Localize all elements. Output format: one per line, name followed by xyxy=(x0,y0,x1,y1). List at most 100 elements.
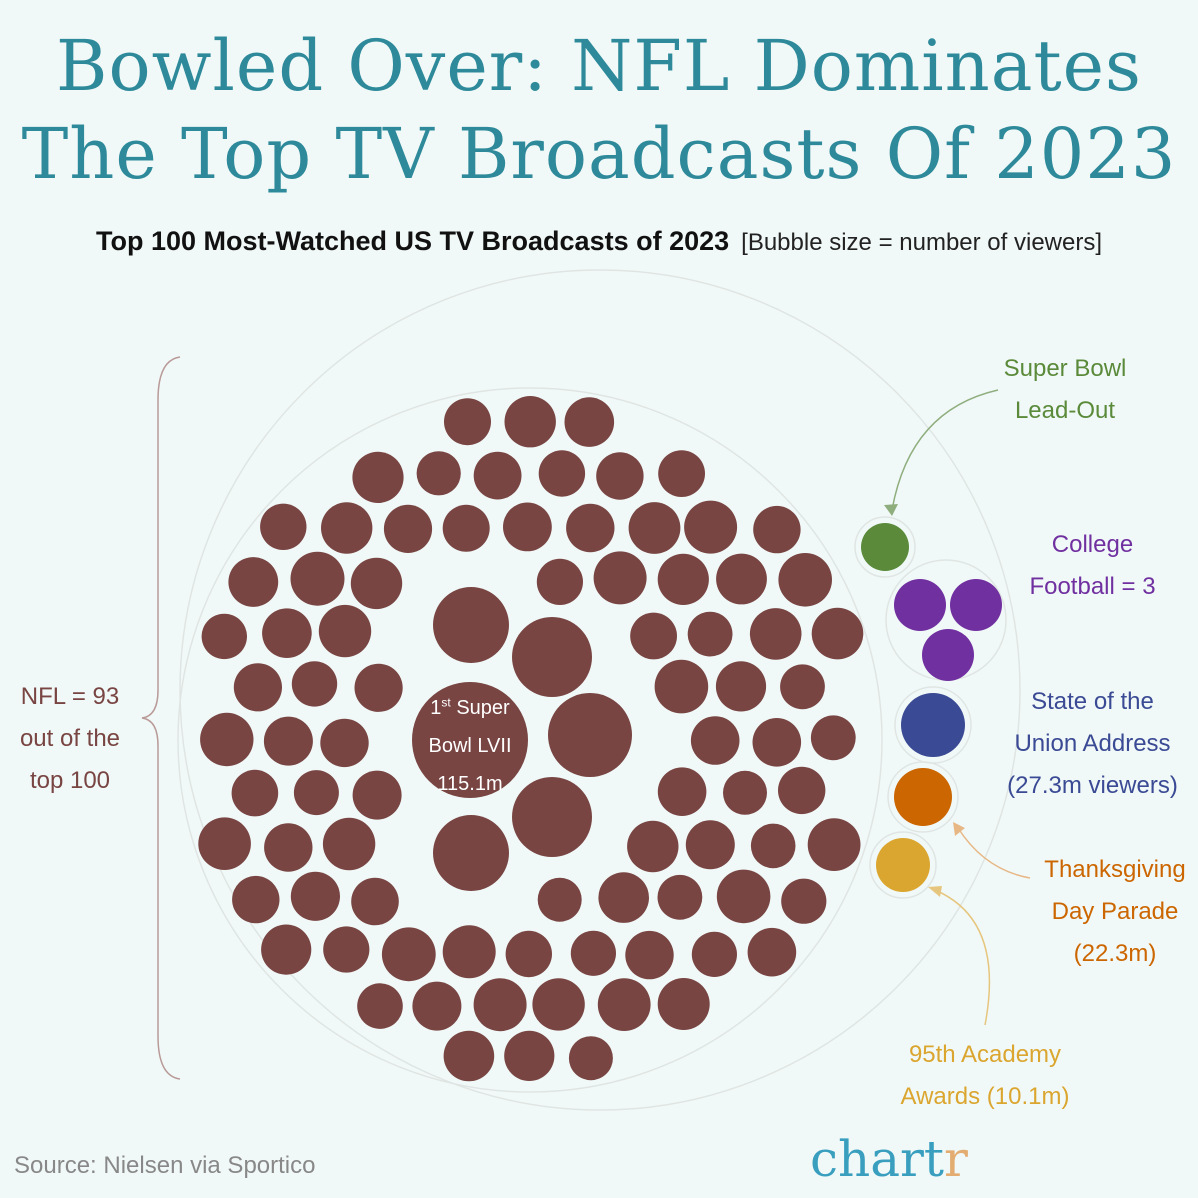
nfl-bubble xyxy=(658,450,705,497)
subtitle-text: Top 100 Most-Watched US TV Broadcasts of… xyxy=(96,226,730,256)
nfl-bubble xyxy=(752,718,802,767)
super-bowl-label-line: 1st Super xyxy=(430,695,510,719)
title-line-2: The Top TV Broadcasts Of 2023 xyxy=(21,113,1177,195)
nfl-bubble xyxy=(321,502,373,554)
academy-awards-arrow xyxy=(934,889,991,1026)
nfl-bubble xyxy=(352,770,402,820)
super-bowl-lvii-bubble xyxy=(412,682,528,798)
nfl-bubble xyxy=(263,716,313,766)
nfl-bubble xyxy=(807,818,861,871)
nfl-bubble xyxy=(433,587,509,663)
nfl-bubble xyxy=(537,877,582,922)
academy-awards-bubble xyxy=(876,838,930,892)
super-bowl-label: 1st Super Bowl LVII 115.1m xyxy=(412,683,528,803)
nfl-bubble xyxy=(778,553,832,607)
nfl-bubble xyxy=(687,611,733,657)
academy-awards-label: 95th Academy Awards (10.1m) xyxy=(880,1034,1090,1118)
nfl-bubble xyxy=(596,452,644,500)
nfl-bubble xyxy=(780,664,825,710)
outer-guide-circle xyxy=(179,269,1021,1111)
nfl-bubble xyxy=(538,450,586,497)
nfl-bubble xyxy=(323,926,370,973)
super-bowl-label-line: Bowl LVII xyxy=(428,734,512,757)
nfl-bubble xyxy=(443,1030,495,1082)
label-line: 95th Academy xyxy=(908,1041,1062,1068)
college-football-bubble xyxy=(922,629,974,681)
nfl-bubble xyxy=(654,659,709,714)
nfl-bubble xyxy=(444,398,491,446)
nfl-bubble xyxy=(473,978,527,1032)
nfl-bubble xyxy=(564,397,615,447)
nfl-bubble xyxy=(566,503,615,553)
label-line: Lead-Out xyxy=(1014,397,1116,424)
nfl-guide-circle xyxy=(177,387,883,1093)
nfl-bubble xyxy=(231,769,279,817)
nfl-bubble xyxy=(750,823,796,869)
label-line: Thanksgiving xyxy=(1044,856,1186,883)
thanksgiving-label: Thanksgiving Day Parade (22.3m) xyxy=(1030,849,1198,975)
nfl-label-line: NFL = 93 xyxy=(20,683,120,710)
nfl-bubble xyxy=(691,931,738,978)
nfl-bubble xyxy=(201,613,247,660)
chartr-logo: chartr xyxy=(810,1130,968,1188)
nfl-bubble xyxy=(811,607,864,660)
college-football-label: College Football = 3 xyxy=(1000,524,1185,608)
nfl-bubble xyxy=(442,925,496,979)
nfl-bubble xyxy=(657,874,703,920)
nfl-bubble xyxy=(568,1036,613,1081)
nfl-bubble xyxy=(685,820,735,870)
label-line: Awards (10.1m) xyxy=(900,1083,1070,1110)
lead-out-label: Super Bowl Lead-Out xyxy=(975,348,1155,432)
nfl-bubble xyxy=(264,823,313,872)
nfl-bubble xyxy=(352,451,404,503)
nfl-bubble xyxy=(473,451,522,500)
chart-title: Bowled Over: NFL Dominates The Top TV Br… xyxy=(0,22,1198,198)
nfl-bubble xyxy=(318,604,372,658)
nfl-bubble xyxy=(749,608,802,660)
thanksgiving-arrow-head xyxy=(953,822,965,836)
nfl-bubble xyxy=(291,661,338,707)
nfl-bubble xyxy=(322,817,376,871)
thanksgiving-parade-bubble xyxy=(894,768,952,826)
nfl-bubble xyxy=(260,503,307,550)
nfl-bubble xyxy=(597,978,651,1031)
nfl-bubble xyxy=(716,869,771,924)
nfl-bubble xyxy=(657,978,710,1030)
label-line: College xyxy=(1051,531,1134,558)
state-of-union-label: State of the Union Address (27.3m viewer… xyxy=(990,681,1195,807)
college-football-bubble xyxy=(894,579,946,631)
nfl-bubble xyxy=(350,557,403,610)
nfl-bubble xyxy=(505,930,552,978)
label-line: Football = 3 xyxy=(1029,573,1156,600)
nfl-bubble xyxy=(657,767,707,816)
nfl-bubble xyxy=(627,820,679,873)
nfl-bubble xyxy=(810,715,856,761)
nfl-bubble xyxy=(690,716,740,765)
nfl-bubble xyxy=(532,978,585,1031)
nfl-bubble xyxy=(412,981,462,1031)
bubble-ring xyxy=(887,761,959,833)
nfl-bubble xyxy=(684,500,738,554)
bubble-ring xyxy=(869,831,937,899)
logo-main: chart xyxy=(810,1130,945,1188)
nfl-bubble xyxy=(503,502,552,552)
nfl-bubble xyxy=(290,871,340,921)
label-line: Union Address xyxy=(1014,730,1171,757)
nfl-bubble xyxy=(354,663,403,712)
nfl-bubble xyxy=(381,927,436,982)
lead-out-ring xyxy=(854,516,916,578)
super-bowl-lead-out-bubble xyxy=(861,523,909,571)
lead-out-arrow-head xyxy=(884,504,898,516)
nfl-bubble xyxy=(504,1030,555,1081)
nfl-bubble xyxy=(198,817,251,870)
nfl-bubble xyxy=(625,930,674,980)
super-bowl-label-line: 115.1m xyxy=(437,772,503,795)
nfl-bubble xyxy=(290,551,345,606)
nfl-brace xyxy=(141,356,181,1080)
nfl-bubble xyxy=(723,770,767,815)
nfl-bubble xyxy=(504,396,556,448)
label-line: (27.3m viewers) xyxy=(1007,772,1178,799)
title-line-1: Bowled Over: NFL Dominates xyxy=(56,25,1142,107)
nfl-bubble xyxy=(598,872,649,923)
